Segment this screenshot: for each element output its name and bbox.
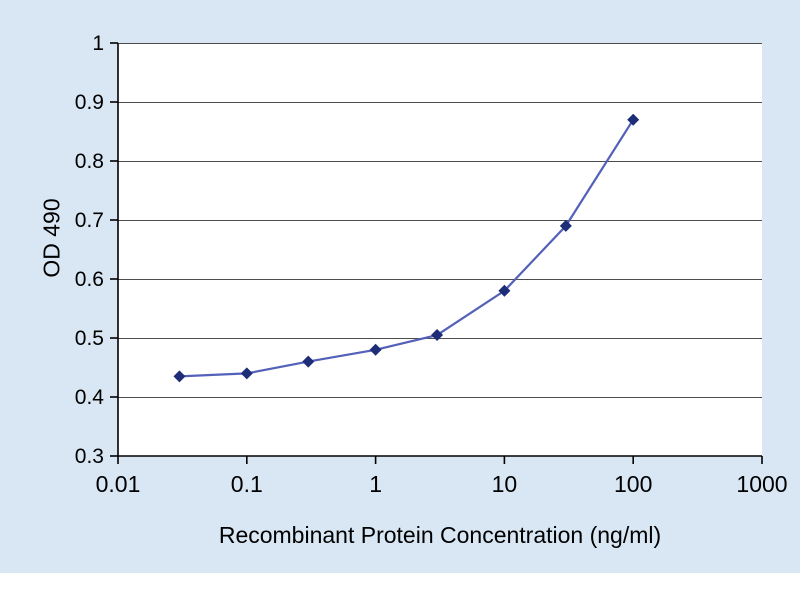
data-point-marker [173, 370, 186, 383]
x-tick-label: 0.1 [231, 471, 263, 497]
data-point-marker [240, 367, 253, 380]
y-tick-label: 0.7 [75, 209, 104, 232]
y-tick-labels: 0.3 0.4 0.5 0.6 0.7 0.8 0.9 1 [75, 32, 105, 468]
x-tick-label: 1 [369, 471, 382, 497]
x-tick-labels: 0.01 0.1 1 10 100 1000 [96, 471, 788, 497]
series-markers [173, 113, 640, 383]
y-tick-label: 1 [92, 32, 104, 55]
x-tick-label: 0.01 [96, 471, 141, 497]
data-point-marker [431, 329, 444, 342]
series-line [179, 119, 635, 378]
y-tick-label: 0.3 [75, 445, 104, 468]
gridlines [118, 43, 762, 398]
plot-area [118, 43, 762, 456]
x-tick-label: 1000 [736, 471, 787, 497]
x-tick-label: 100 [614, 471, 652, 497]
x-axis-title: Recombinant Protein Concentration (ng/ml… [218, 522, 662, 548]
data-point-marker [369, 343, 382, 356]
y-axis-title: OD 490 [38, 198, 65, 278]
y-tick-label: 0.9 [75, 91, 104, 114]
y-tick-label: 0.4 [75, 386, 105, 409]
y-tick-label: 0.8 [75, 150, 104, 173]
data-point-marker [627, 113, 640, 126]
y-tick-label: 0.6 [75, 268, 104, 291]
data-point-marker [559, 219, 572, 232]
data-point-marker [302, 355, 315, 368]
y-tick-label: 0.5 [75, 327, 104, 350]
data-point-marker [498, 284, 511, 297]
x-tick-label: 10 [492, 471, 518, 497]
axes [110, 42, 763, 464]
